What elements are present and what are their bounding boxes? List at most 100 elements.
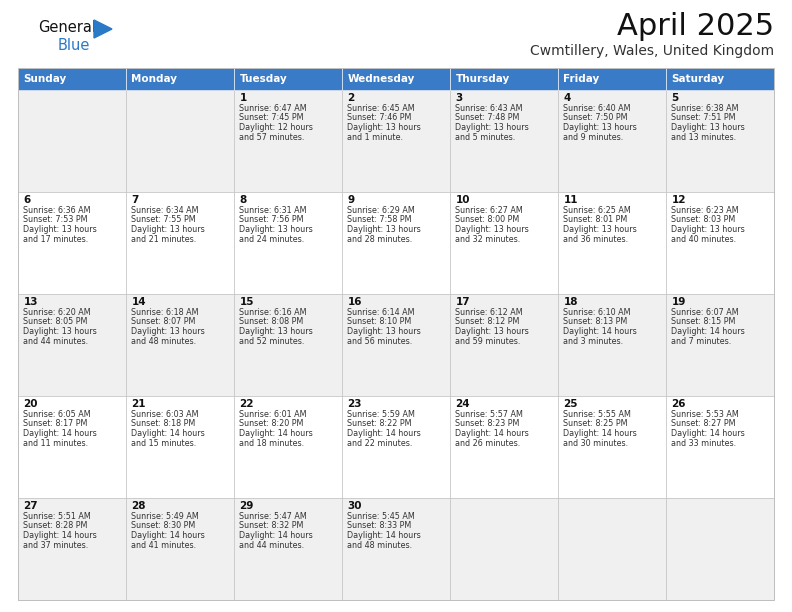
Text: and 15 minutes.: and 15 minutes. xyxy=(131,439,196,447)
Text: Daylight: 14 hours: Daylight: 14 hours xyxy=(131,429,205,438)
Text: Sunset: 8:15 PM: Sunset: 8:15 PM xyxy=(672,318,736,326)
Text: Sunset: 7:45 PM: Sunset: 7:45 PM xyxy=(239,113,304,122)
Text: 15: 15 xyxy=(239,297,254,307)
Text: 11: 11 xyxy=(563,195,578,205)
Text: and 41 minutes.: and 41 minutes. xyxy=(131,540,196,550)
Bar xyxy=(666,396,774,498)
Text: and 44 minutes.: and 44 minutes. xyxy=(239,540,305,550)
Text: Sunrise: 6:40 AM: Sunrise: 6:40 AM xyxy=(563,104,631,113)
Text: Sunrise: 5:47 AM: Sunrise: 5:47 AM xyxy=(239,512,307,521)
Text: Sunrise: 5:49 AM: Sunrise: 5:49 AM xyxy=(131,512,199,521)
Bar xyxy=(558,294,666,396)
Text: Daylight: 13 hours: Daylight: 13 hours xyxy=(563,123,637,132)
Text: 19: 19 xyxy=(672,297,686,307)
Text: Sunset: 7:58 PM: Sunset: 7:58 PM xyxy=(348,215,412,225)
Text: Daylight: 13 hours: Daylight: 13 hours xyxy=(455,225,529,234)
Text: and 5 minutes.: and 5 minutes. xyxy=(455,133,516,141)
Text: Daylight: 13 hours: Daylight: 13 hours xyxy=(348,225,421,234)
Text: and 59 minutes.: and 59 minutes. xyxy=(455,337,521,346)
Text: Daylight: 13 hours: Daylight: 13 hours xyxy=(672,225,745,234)
Text: Sunrise: 6:14 AM: Sunrise: 6:14 AM xyxy=(348,308,415,317)
Bar xyxy=(126,90,234,192)
Text: and 13 minutes.: and 13 minutes. xyxy=(672,133,737,141)
Bar xyxy=(126,396,234,498)
Text: Daylight: 14 hours: Daylight: 14 hours xyxy=(455,429,529,438)
Text: Saturday: Saturday xyxy=(672,74,725,84)
Text: Blue: Blue xyxy=(58,38,90,53)
Text: Sunset: 8:05 PM: Sunset: 8:05 PM xyxy=(24,318,88,326)
Text: 24: 24 xyxy=(455,399,470,409)
Text: Sunrise: 6:45 AM: Sunrise: 6:45 AM xyxy=(348,104,415,113)
Text: and 52 minutes.: and 52 minutes. xyxy=(239,337,305,346)
Text: 27: 27 xyxy=(24,501,38,511)
Text: and 48 minutes.: and 48 minutes. xyxy=(348,540,413,550)
Text: Daylight: 13 hours: Daylight: 13 hours xyxy=(348,327,421,336)
Text: and 57 minutes.: and 57 minutes. xyxy=(239,133,305,141)
Text: 5: 5 xyxy=(672,93,679,103)
Bar xyxy=(666,192,774,294)
Text: Wednesday: Wednesday xyxy=(348,74,415,84)
Bar xyxy=(18,396,126,498)
Text: Sunset: 7:46 PM: Sunset: 7:46 PM xyxy=(348,113,412,122)
Text: Sunset: 8:30 PM: Sunset: 8:30 PM xyxy=(131,521,196,531)
Text: Sunrise: 6:34 AM: Sunrise: 6:34 AM xyxy=(131,206,199,215)
Text: Sunset: 8:23 PM: Sunset: 8:23 PM xyxy=(455,419,520,428)
Text: 21: 21 xyxy=(131,399,146,409)
Bar xyxy=(666,294,774,396)
Text: 13: 13 xyxy=(24,297,38,307)
Text: Daylight: 13 hours: Daylight: 13 hours xyxy=(131,327,205,336)
Text: Monday: Monday xyxy=(131,74,177,84)
Text: Daylight: 14 hours: Daylight: 14 hours xyxy=(131,531,205,540)
Text: Sunset: 8:18 PM: Sunset: 8:18 PM xyxy=(131,419,196,428)
Text: Daylight: 13 hours: Daylight: 13 hours xyxy=(563,225,637,234)
Bar xyxy=(126,294,234,396)
Text: Sunrise: 5:53 AM: Sunrise: 5:53 AM xyxy=(672,410,739,419)
Text: Sunset: 8:32 PM: Sunset: 8:32 PM xyxy=(239,521,304,531)
Text: 28: 28 xyxy=(131,501,146,511)
Bar xyxy=(234,396,342,498)
Bar xyxy=(558,68,666,90)
Text: Sunrise: 5:45 AM: Sunrise: 5:45 AM xyxy=(348,512,415,521)
Text: 3: 3 xyxy=(455,93,463,103)
Text: and 11 minutes.: and 11 minutes. xyxy=(24,439,89,447)
Text: and 28 minutes.: and 28 minutes. xyxy=(348,234,413,244)
Text: Sunrise: 6:03 AM: Sunrise: 6:03 AM xyxy=(131,410,199,419)
Text: 30: 30 xyxy=(348,501,362,511)
Bar xyxy=(342,192,450,294)
Text: Sunset: 8:22 PM: Sunset: 8:22 PM xyxy=(348,419,412,428)
Text: Sunrise: 6:10 AM: Sunrise: 6:10 AM xyxy=(563,308,631,317)
Bar xyxy=(666,498,774,600)
Text: Sunrise: 6:12 AM: Sunrise: 6:12 AM xyxy=(455,308,523,317)
Text: 22: 22 xyxy=(239,399,254,409)
Bar xyxy=(18,192,126,294)
Text: Sunset: 8:07 PM: Sunset: 8:07 PM xyxy=(131,318,196,326)
Text: Sunset: 8:10 PM: Sunset: 8:10 PM xyxy=(348,318,412,326)
Text: Daylight: 14 hours: Daylight: 14 hours xyxy=(24,531,97,540)
Text: Tuesday: Tuesday xyxy=(239,74,287,84)
Text: Cwmtillery, Wales, United Kingdom: Cwmtillery, Wales, United Kingdom xyxy=(530,44,774,58)
Text: Sunset: 7:50 PM: Sunset: 7:50 PM xyxy=(563,113,628,122)
Text: 1: 1 xyxy=(239,93,246,103)
Text: Sunset: 8:33 PM: Sunset: 8:33 PM xyxy=(348,521,412,531)
Bar xyxy=(450,68,558,90)
Text: Daylight: 14 hours: Daylight: 14 hours xyxy=(563,327,637,336)
Text: Daylight: 14 hours: Daylight: 14 hours xyxy=(672,327,745,336)
Text: Sunset: 8:08 PM: Sunset: 8:08 PM xyxy=(239,318,303,326)
Text: and 26 minutes.: and 26 minutes. xyxy=(455,439,520,447)
Text: 14: 14 xyxy=(131,297,146,307)
Text: 17: 17 xyxy=(455,297,470,307)
Text: and 17 minutes.: and 17 minutes. xyxy=(24,234,89,244)
Polygon shape xyxy=(94,20,112,38)
Text: April 2025: April 2025 xyxy=(617,12,774,41)
Text: Daylight: 14 hours: Daylight: 14 hours xyxy=(672,429,745,438)
Bar xyxy=(126,68,234,90)
Text: and 33 minutes.: and 33 minutes. xyxy=(672,439,737,447)
Text: and 30 minutes.: and 30 minutes. xyxy=(563,439,629,447)
Bar xyxy=(18,68,126,90)
Text: Sunrise: 6:27 AM: Sunrise: 6:27 AM xyxy=(455,206,524,215)
Bar xyxy=(342,396,450,498)
Bar xyxy=(18,90,126,192)
Text: Daylight: 14 hours: Daylight: 14 hours xyxy=(24,429,97,438)
Text: Sunrise: 6:01 AM: Sunrise: 6:01 AM xyxy=(239,410,307,419)
Text: Sunset: 8:01 PM: Sunset: 8:01 PM xyxy=(563,215,627,225)
